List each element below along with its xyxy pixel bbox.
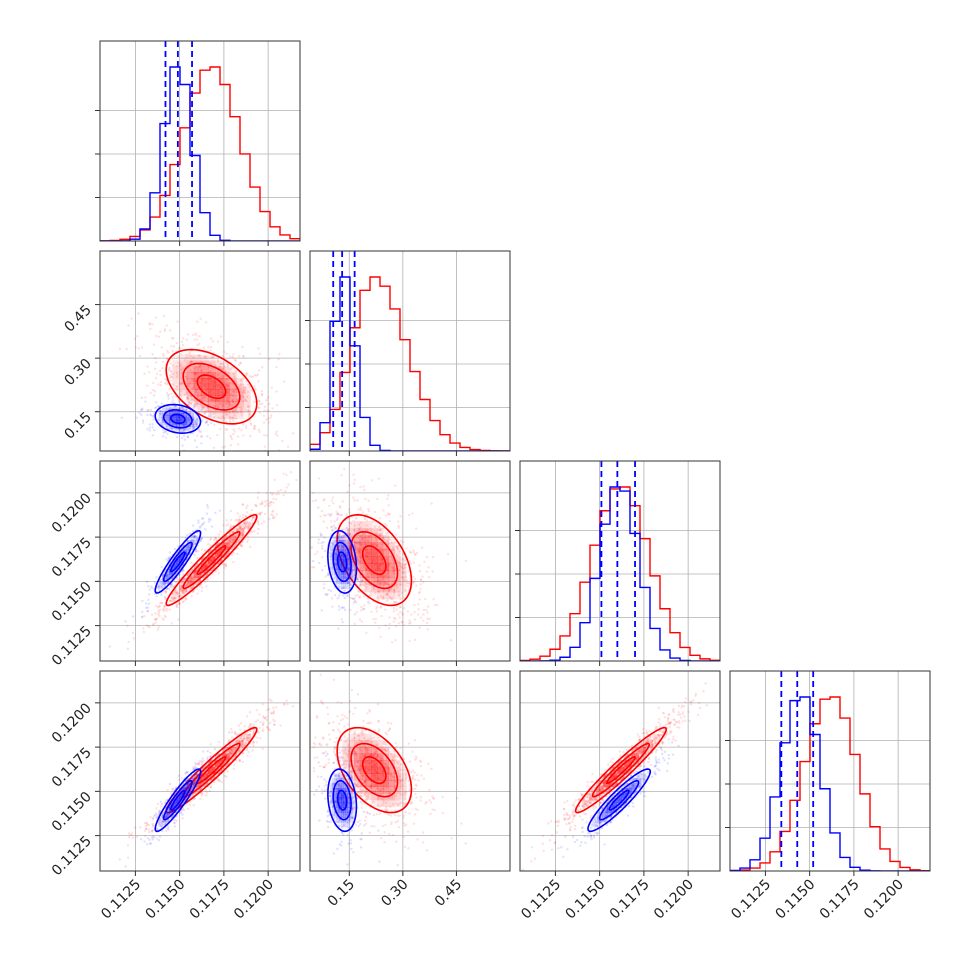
tick-label-x: 0.1200: [231, 877, 277, 923]
histogram-series-0: [310, 276, 510, 451]
contour-series-0-0: [361, 756, 387, 785]
contour-series-0-2: [165, 726, 258, 814]
panel-frame: [519, 670, 721, 872]
contour-series-1-1: [332, 779, 352, 821]
plot-area: [310, 673, 467, 867]
plot-area: [730, 671, 930, 871]
histogram-panel-1: [305, 250, 511, 456]
contour-series-0-0: [196, 374, 227, 400]
contour-series-1-1: [162, 779, 193, 821]
scatter-panel-2-1: [309, 460, 511, 666]
contour-series-1-1: [162, 409, 193, 429]
panel-frame: [729, 670, 931, 872]
contour-series-1-2: [327, 529, 358, 594]
contour-series-0-2: [165, 348, 258, 425]
contour-series-1-1: [162, 541, 193, 583]
tick-label-x: 0.1175: [187, 877, 233, 923]
histogram-series-0: [100, 66, 300, 241]
tick-label-y: 0.1175: [49, 745, 95, 791]
tick-label-x: 0.1150: [773, 877, 819, 923]
contour-series-0-1: [182, 531, 241, 590]
contour-series-0-1: [591, 742, 650, 798]
panel-frame: [99, 670, 301, 872]
contour-series-0-1: [350, 742, 399, 798]
panel-frame: [309, 460, 511, 662]
scatter-panel-3-0: 0.11250.11500.11750.12000.11250.11500.11…: [49, 670, 301, 923]
tick-label-x: 0.1125: [518, 877, 564, 923]
contour-series-1-2: [154, 768, 202, 833]
tick-label-x: 0.1200: [861, 877, 907, 923]
tick-label-y: 0.15: [61, 409, 94, 442]
tick-label-x: 0.1150: [563, 877, 609, 923]
tick-label-y: 0.1150: [49, 579, 95, 625]
tick-label-y: 0.30: [61, 356, 94, 389]
contour-series-1-0: [608, 789, 630, 811]
tick-label-x: 0.30: [378, 877, 411, 910]
plot-area: [100, 41, 300, 241]
contour-series-1-0: [336, 789, 348, 811]
tick-label-y: 0.1200: [49, 490, 95, 536]
tick-label-y: 0.1125: [49, 623, 95, 669]
sample-points-series-1: [557, 741, 680, 858]
contour-series-1-0: [169, 789, 186, 811]
contour-series-1-0: [169, 551, 186, 573]
scatter-panel-3-1: 0.15 0.30 0.45: [309, 670, 511, 910]
contour-series-1-2: [154, 529, 202, 594]
panel-frame: [99, 40, 301, 242]
scatter-panel-1-0: 0.15 0.30 0.45: [61, 250, 301, 456]
contour-series-1-2: [327, 768, 358, 833]
panel-frame: [99, 250, 301, 452]
tick-label-y: 0.1150: [49, 789, 95, 835]
histogram-series-0: [730, 696, 930, 871]
contour-series-1-2: [587, 768, 652, 833]
plot-area: [108, 470, 298, 651]
contour-series-1-1: [598, 779, 640, 821]
tick-label-x: 0.1150: [143, 877, 189, 923]
density-series-1: [158, 535, 198, 589]
contour-series-0-1: [182, 362, 241, 411]
tick-label-y: 0.1175: [49, 535, 95, 581]
plot-area: [520, 461, 720, 661]
plot-area: [118, 698, 295, 868]
histogram-panel-2: [515, 460, 721, 666]
tick-label-x: 0.1125: [98, 877, 144, 923]
tick-label-y: 0.45: [61, 302, 94, 335]
plot-area: [310, 467, 468, 644]
panel-frame: [309, 670, 511, 872]
contour-series-0-0: [361, 545, 387, 576]
contour-series-0-2: [165, 514, 258, 607]
plot-area: [310, 251, 510, 451]
tick-label-x: 0.45: [432, 877, 465, 910]
tick-label-y: 0.1200: [49, 700, 95, 746]
density-series-1: [158, 773, 198, 828]
tick-label-x: 0.1175: [607, 877, 653, 923]
contour-series-0-0: [196, 545, 227, 576]
plot-area: [118, 312, 295, 451]
contour-series-0-1: [350, 531, 399, 590]
histogram-panel-0: [95, 40, 301, 246]
plot-area: [521, 682, 708, 871]
tick-label-x: 0.1125: [728, 877, 774, 923]
contour-series-1-0: [336, 551, 348, 573]
tick-label-x: 0.15: [325, 877, 358, 910]
panel-frame: [519, 460, 721, 662]
tick-label-y: 0.1125: [49, 833, 95, 879]
contour-series-1-0: [169, 413, 186, 425]
contour-series-0-2: [336, 514, 413, 607]
contour-series-1-1: [332, 541, 352, 583]
tick-label-x: 0.1175: [817, 877, 863, 923]
tick-label-x: 0.1200: [651, 877, 697, 923]
contour-series-1-2: [154, 403, 202, 434]
panel-frame: [309, 250, 511, 452]
contour-series-0-0: [605, 756, 636, 785]
panel-frame: [99, 460, 301, 662]
contour-series-0-2: [574, 726, 667, 814]
